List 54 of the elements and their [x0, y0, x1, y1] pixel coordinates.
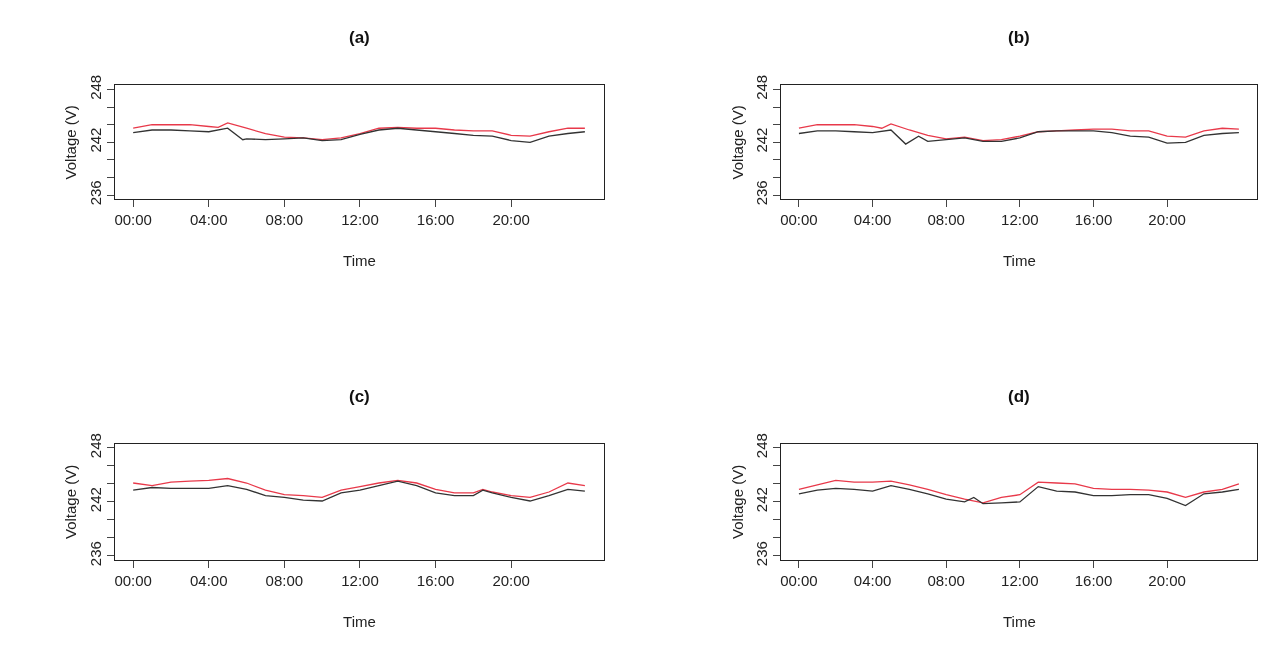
y-tick-label: 248	[753, 74, 771, 100]
x-tick-label: 00:00	[780, 572, 818, 590]
line-series	[798, 479, 1240, 504]
y-tick-label: 248	[87, 433, 105, 459]
y-tick-label: 236	[87, 541, 105, 567]
x-tick-label: 20:00	[1148, 572, 1186, 590]
y-tick-label: 236	[753, 541, 771, 567]
x-tick-label: 00:00	[114, 211, 152, 229]
line-series	[798, 123, 1240, 142]
x-tick-label: 00:00	[114, 572, 152, 590]
x-tick-label: 08:00	[927, 572, 965, 590]
x-axis-title: Time	[343, 613, 376, 631]
x-tick-label: 08:00	[265, 572, 304, 590]
x-tick-label: 20:00	[492, 211, 530, 229]
x-tick-label: 12:00	[1001, 572, 1039, 590]
x-axis-title: Time	[1002, 613, 1036, 631]
chart-title: (b)	[1008, 28, 1030, 47]
x-axis-title: Time	[1002, 252, 1036, 270]
x-tick-label: 20:00	[492, 572, 530, 590]
x-tick-label: 12:00	[341, 572, 379, 590]
y-tick-label: 242	[753, 127, 771, 153]
x-tick-label: 08:00	[927, 211, 965, 229]
line-series	[798, 129, 1240, 145]
x-tick-label: 08:00	[265, 211, 304, 229]
line-series	[798, 485, 1240, 507]
x-tick-label: 12:00	[1001, 211, 1039, 229]
x-tick-label: 04:00	[190, 572, 228, 590]
y-tick-label: 242	[87, 487, 105, 513]
x-tick-label: 00:00	[780, 211, 818, 229]
chart-title: (d)	[1008, 387, 1030, 406]
y-axis-title: Voltage (V)	[728, 105, 746, 180]
x-tick-label: 04:00	[190, 211, 228, 229]
line-series	[132, 122, 586, 141]
y-tick-label: 248	[87, 74, 105, 100]
x-tick-label: 16:00	[1074, 211, 1113, 229]
x-axis-title: Time	[343, 252, 376, 270]
x-tick-label: 16:00	[416, 572, 455, 590]
y-tick-label: 236	[753, 180, 771, 206]
y-tick-label: 242	[87, 127, 105, 153]
y-tick-label: 248	[753, 433, 771, 459]
x-tick-label: 04:00	[853, 572, 892, 590]
x-tick-label: 04:00	[853, 211, 892, 229]
x-tick-label: 12:00	[341, 211, 379, 229]
x-tick-label: 16:00	[1074, 572, 1113, 590]
chart-title: (c)	[349, 387, 370, 406]
x-tick-label: 16:00	[416, 211, 455, 229]
y-axis-title: Voltage (V)	[728, 464, 746, 540]
y-axis-title: Voltage (V)	[62, 464, 80, 540]
y-tick-label: 242	[753, 487, 771, 513]
y-tick-label: 236	[87, 180, 105, 206]
y-axis-title: Voltage (V)	[62, 105, 80, 180]
line-series	[132, 127, 586, 143]
chart-title: (a)	[349, 28, 370, 47]
x-tick-label: 20:00	[1148, 211, 1186, 229]
